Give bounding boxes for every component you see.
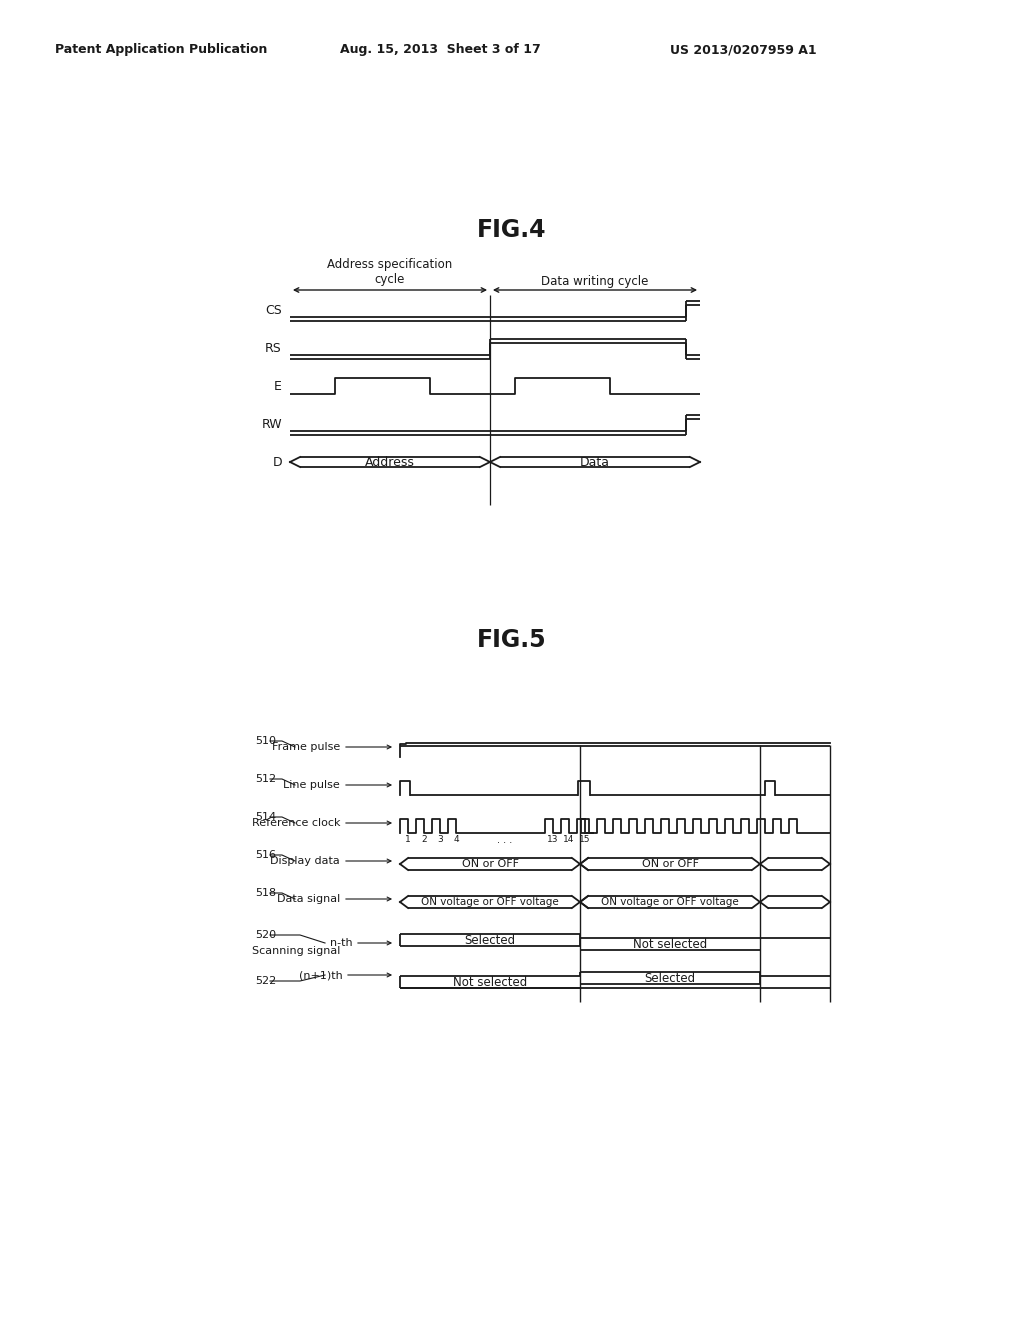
Text: Selected: Selected (465, 933, 515, 946)
Text: D: D (272, 455, 282, 469)
Text: 512: 512 (255, 774, 276, 784)
Text: Not selected: Not selected (453, 975, 527, 989)
Text: ON voltage or OFF voltage: ON voltage or OFF voltage (601, 898, 739, 907)
Text: 510: 510 (255, 737, 276, 746)
Text: Address specification
cycle: Address specification cycle (328, 257, 453, 286)
Text: Scanning signal: Scanning signal (252, 946, 340, 956)
Text: 520: 520 (255, 931, 276, 940)
Text: Line pulse: Line pulse (284, 780, 340, 789)
Text: 14: 14 (563, 836, 574, 845)
Text: Data writing cycle: Data writing cycle (542, 276, 648, 289)
Text: Frame pulse: Frame pulse (271, 742, 340, 752)
Text: FIG.5: FIG.5 (477, 628, 547, 652)
Text: 514: 514 (255, 812, 276, 822)
Text: Data signal: Data signal (276, 894, 340, 904)
Text: Patent Application Publication: Patent Application Publication (55, 44, 267, 57)
Text: ON voltage or OFF voltage: ON voltage or OFF voltage (421, 898, 559, 907)
Text: E: E (274, 380, 282, 392)
Text: Data: Data (580, 455, 610, 469)
Text: 2: 2 (421, 836, 427, 845)
Text: 15: 15 (580, 836, 591, 845)
Text: Not selected: Not selected (633, 937, 708, 950)
Text: n-th: n-th (331, 939, 353, 948)
Text: CS: CS (265, 304, 282, 317)
Text: Selected: Selected (644, 972, 695, 985)
Text: 522: 522 (255, 975, 276, 986)
Text: ON or OFF: ON or OFF (462, 859, 518, 869)
Text: . . .: . . . (497, 836, 512, 845)
Text: FIG.4: FIG.4 (477, 218, 547, 242)
Text: 1: 1 (406, 836, 411, 845)
Text: 4: 4 (454, 836, 459, 845)
Text: RS: RS (265, 342, 282, 355)
Text: Address: Address (366, 455, 415, 469)
Text: 13: 13 (547, 836, 559, 845)
Text: Display data: Display data (270, 855, 340, 866)
Text: US 2013/0207959 A1: US 2013/0207959 A1 (670, 44, 816, 57)
Text: 516: 516 (255, 850, 276, 861)
Text: (n+1)th: (n+1)th (299, 970, 343, 979)
Text: ON or OFF: ON or OFF (641, 859, 698, 869)
Text: 3: 3 (437, 836, 442, 845)
Text: Reference clock: Reference clock (252, 818, 340, 828)
Text: Aug. 15, 2013  Sheet 3 of 17: Aug. 15, 2013 Sheet 3 of 17 (340, 44, 541, 57)
Text: RW: RW (261, 417, 282, 430)
Text: 518: 518 (255, 888, 276, 898)
